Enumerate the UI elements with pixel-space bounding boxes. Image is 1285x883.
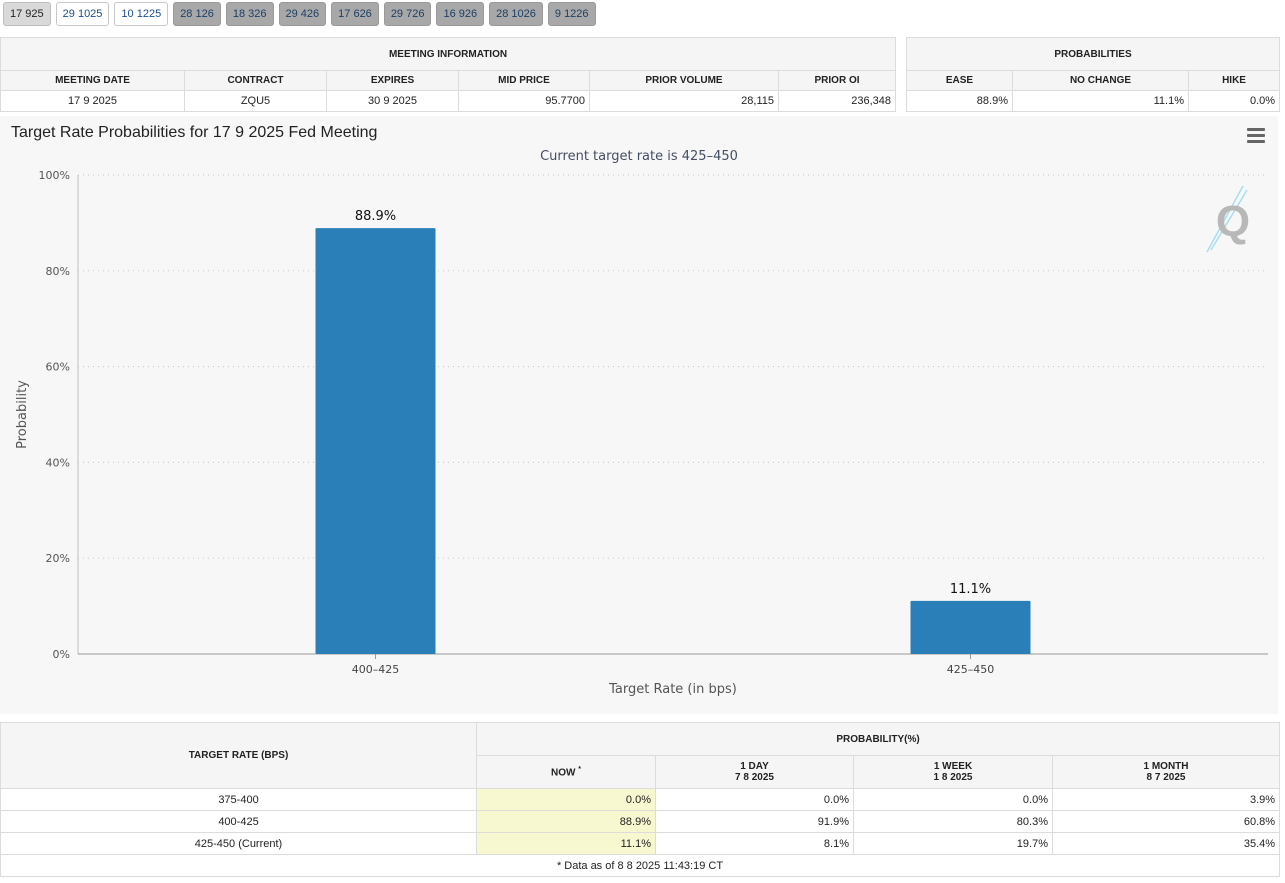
one-month-value: 3.9% xyxy=(1051,788,1281,811)
probabilities-table: PROBABILITIES EASE NO CHANGE HIKE 88.9% … xyxy=(905,37,1281,112)
tab-28-126[interactable]: 28 126 xyxy=(173,2,221,26)
probability-header: PROBABILITY(%) xyxy=(475,722,1281,756)
meeting-date-value: 17 9 2025 xyxy=(0,90,185,112)
col-hike: HIKE xyxy=(1187,70,1281,91)
probabilities-header: PROBABILITIES xyxy=(905,37,1281,71)
table-row: 375-400 0.0% 0.0% 0.0% 3.9% xyxy=(0,788,1281,811)
bar-data-label: 88.9% xyxy=(355,209,396,224)
contract-value: ZQU5 xyxy=(184,90,327,112)
table-row: 425-450 (Current) 11.1% 8.1% 19.7% 35.4% xyxy=(0,832,1281,855)
col-1-month: 1 MONTH 8 7 2025 xyxy=(1051,755,1281,789)
hike-value: 0.0% xyxy=(1187,90,1281,112)
bar-data-label: 11.1% xyxy=(950,582,991,597)
y-tick-label: 60% xyxy=(46,361,70,374)
prior-oi-value: 236,348 xyxy=(777,90,897,112)
one-day-value: 91.9% xyxy=(655,810,854,833)
tab-29-1025[interactable]: 29 1025 xyxy=(55,2,110,26)
col-mid-price: MID PRICE xyxy=(458,70,590,91)
one-day-value: 0.0% xyxy=(655,788,854,811)
y-axis-title: Probability xyxy=(15,380,30,449)
chart-subtitle: Current target rate is 425–450 xyxy=(540,149,738,164)
col-1-day-label: 1 DAY xyxy=(740,761,769,772)
col-now: NOW * xyxy=(476,755,656,789)
col-1-week-label: 1 WEEK xyxy=(933,761,973,772)
bar xyxy=(315,228,436,654)
col-no-change: NO CHANGE xyxy=(1012,70,1189,91)
one-week-value: 0.0% xyxy=(853,788,1053,811)
one-month-value: 35.4% xyxy=(1051,832,1281,855)
expires-value: 30 9 2025 xyxy=(326,90,459,112)
data-timestamp-footnote: * Data as of 8 8 2025 11:43:19 CT xyxy=(0,854,1281,877)
y-tick-label: 0% xyxy=(53,648,70,661)
col-1-day-date: 7 8 2025 xyxy=(735,772,774,783)
one-day-value: 8.1% xyxy=(655,832,854,855)
one-month-value: 60.8% xyxy=(1051,810,1281,833)
prior-volume-value: 28,115 xyxy=(589,90,779,112)
now-value: 11.1% xyxy=(476,832,656,855)
table-row: 400-425 88.9% 91.9% 80.3% 60.8% xyxy=(0,810,1281,833)
mid-price-value: 95.7700 xyxy=(458,90,590,112)
y-tick-label: 80% xyxy=(46,265,70,278)
tab-9-1226[interactable]: 9 1226 xyxy=(547,2,596,26)
x-axis-title: Target Rate (in bps) xyxy=(608,682,737,697)
quikstrike-logo-icon: Q xyxy=(1206,185,1250,253)
bar xyxy=(910,600,1031,654)
one-week-value: 19.7% xyxy=(853,832,1053,855)
col-1-day: 1 DAY 7 8 2025 xyxy=(655,755,854,789)
col-expires: EXPIRES xyxy=(326,70,459,91)
x-tick-label: 425–450 xyxy=(947,663,995,676)
probability-bar-chart: 0% 20% 40% 60% 80% 100% 88.9% 400–425 11.1% 425–4… xyxy=(15,169,1268,697)
col-1-month-date: 8 7 2025 xyxy=(1146,772,1186,783)
tab-29-426[interactable]: 29 426 xyxy=(278,2,327,26)
y-tick-label: 100% xyxy=(39,169,70,182)
y-tick-label: 40% xyxy=(46,456,70,469)
tab-28-1026[interactable]: 28 1026 xyxy=(489,2,543,26)
chart-title: Target Rate Probabilities for 17 9 2025 … xyxy=(11,124,378,141)
col-1-week-date: 1 8 2025 xyxy=(933,772,973,783)
no-change-value: 11.1% xyxy=(1012,90,1189,112)
meeting-information-header: MEETING INFORMATION xyxy=(0,37,897,71)
col-contract: CONTRACT xyxy=(184,70,327,91)
tab-17-626[interactable]: 17 626 xyxy=(331,2,379,26)
col-1-week: 1 WEEK 1 8 2025 xyxy=(853,755,1053,789)
now-value: 0.0% xyxy=(476,788,656,811)
col-now-label: NOW xyxy=(551,767,576,779)
meeting-date-tabs: 17 925 29 1025 10 1225 28 126 18 326 29 … xyxy=(3,2,596,26)
y-tick-label: 20% xyxy=(46,552,70,565)
target-rate-header: TARGET RATE (BPS) xyxy=(0,722,477,789)
rate-label: 400-425 xyxy=(0,810,477,833)
x-tick-label: 400–425 xyxy=(352,663,400,676)
col-meeting-date: MEETING DATE xyxy=(0,70,185,91)
hamburger-menu-icon[interactable] xyxy=(1247,128,1265,144)
target-rate-table: TARGET RATE (BPS) PROBABILITY(%) NOW * 1… xyxy=(0,722,1281,877)
tab-16-926[interactable]: 16 926 xyxy=(436,2,485,26)
tab-10-1225[interactable]: 10 1225 xyxy=(114,2,169,26)
col-ease: EASE xyxy=(906,70,1013,91)
tab-29-726[interactable]: 29 726 xyxy=(383,2,432,26)
meeting-information-table: MEETING INFORMATION MEETING DATE CONTRAC… xyxy=(0,37,897,112)
ease-value: 88.9% xyxy=(906,90,1013,112)
rate-label: 425-450 (Current) xyxy=(0,832,477,855)
tab-18-326[interactable]: 18 326 xyxy=(225,2,274,26)
now-marker: * xyxy=(578,765,581,773)
chart-panel: Target Rate Probabilities for 17 9 2025 … xyxy=(0,116,1278,714)
now-value: 88.9% xyxy=(476,810,656,833)
col-1-month-label: 1 MONTH xyxy=(1143,761,1189,772)
col-prior-volume: PRIOR VOLUME xyxy=(589,70,779,91)
col-prior-oi: PRIOR OI xyxy=(777,70,897,91)
svg-text:Q: Q xyxy=(1216,197,1250,246)
one-week-value: 80.3% xyxy=(853,810,1053,833)
rate-label: 375-400 xyxy=(0,788,477,811)
tab-17-925[interactable]: 17 925 xyxy=(3,2,51,26)
